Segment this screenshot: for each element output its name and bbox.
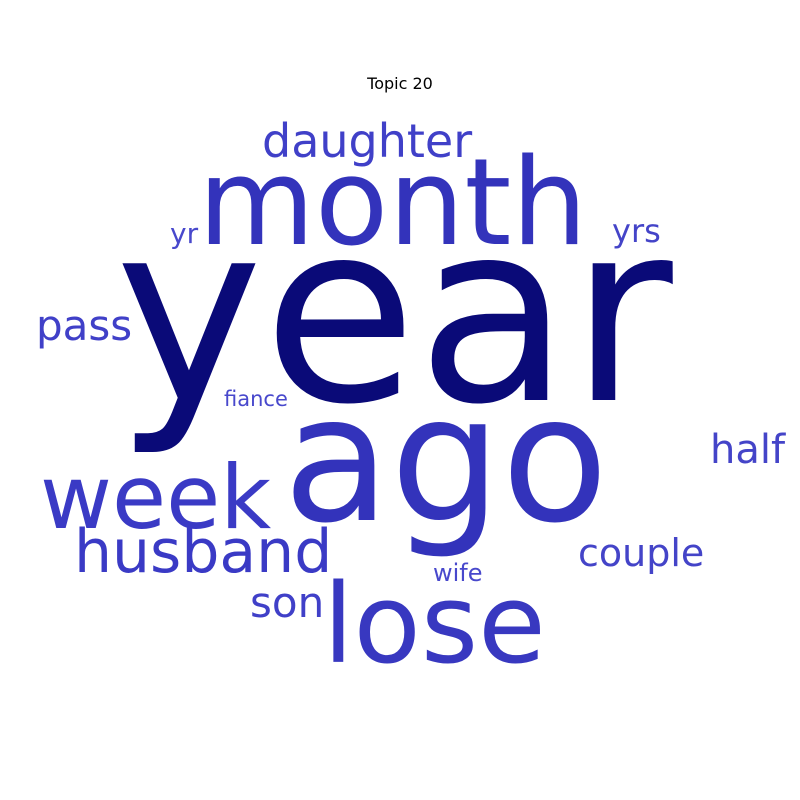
word-husband: husband xyxy=(74,517,332,587)
word-daughter: daughter xyxy=(262,114,472,168)
chart-title: Topic 20 xyxy=(367,74,433,93)
word-half: half xyxy=(710,427,786,473)
word-couple: couple xyxy=(578,531,704,575)
word-son: son xyxy=(250,578,324,627)
word-year: year xyxy=(115,168,673,459)
word-pass: pass xyxy=(36,301,132,350)
word-ago: ago xyxy=(283,359,608,562)
word-yr: yr xyxy=(170,217,199,250)
word-fiance: fiance xyxy=(224,387,288,411)
word-wife: wife xyxy=(433,559,483,587)
word-yrs: yrs xyxy=(612,212,661,250)
word-lose: lose xyxy=(323,560,546,688)
word-week: week xyxy=(40,446,271,549)
word-month: month xyxy=(198,134,587,273)
